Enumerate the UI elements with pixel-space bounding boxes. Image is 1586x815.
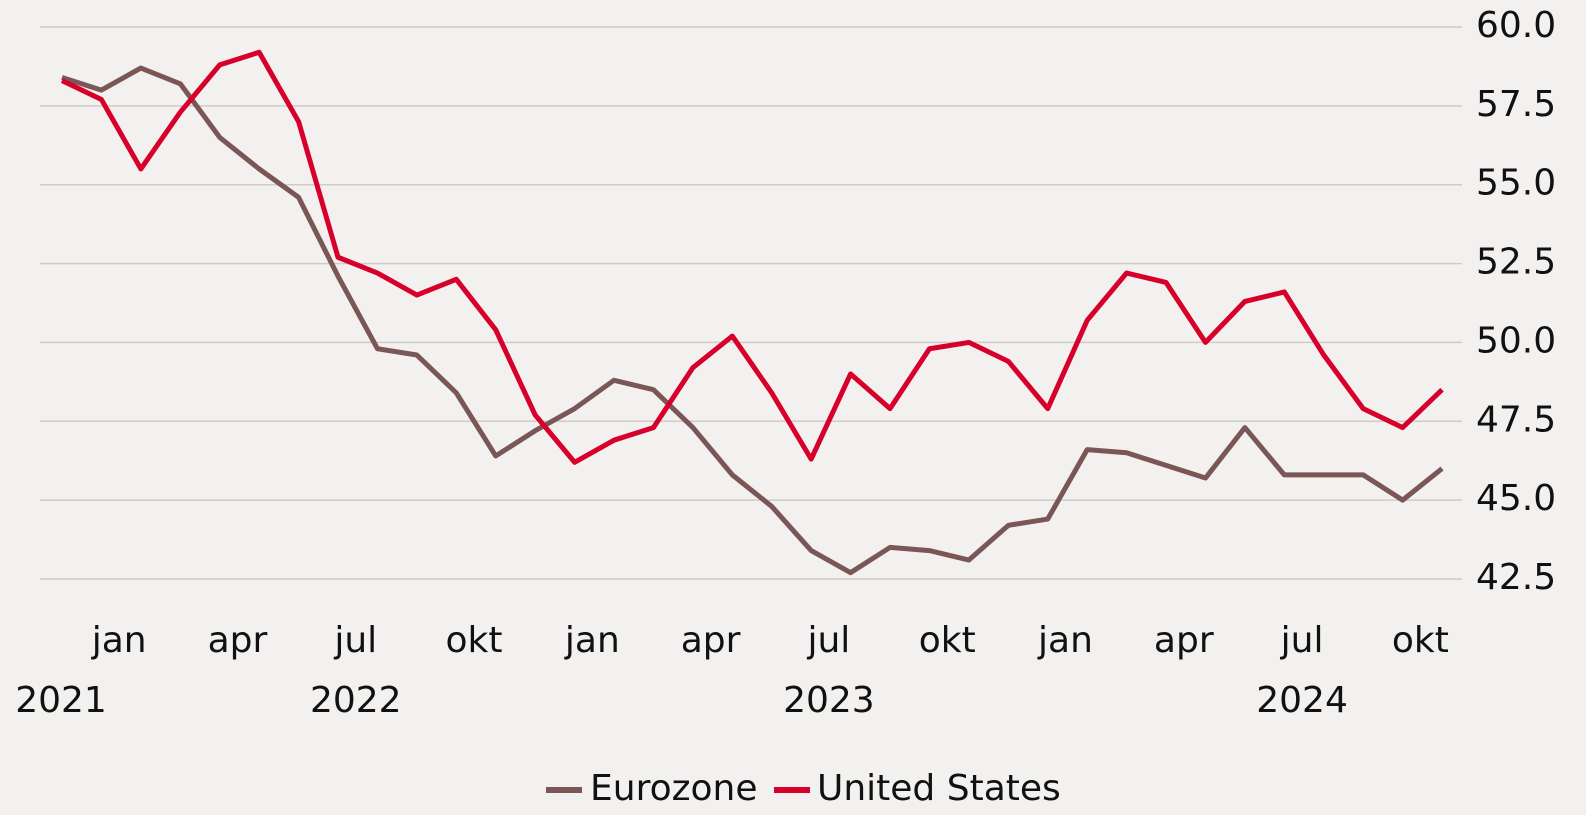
y-tick-label: 52.5 <box>1476 242 1556 283</box>
x-tick-label: jul <box>1280 620 1324 661</box>
y-tick-label: 50.0 <box>1476 320 1556 361</box>
year-label: 2024 <box>1256 680 1348 721</box>
y-tick-label: 42.5 <box>1476 557 1556 598</box>
x-tick-label: okt <box>1392 620 1449 661</box>
y-tick-label: 60.0 <box>1476 5 1556 46</box>
y-tick-label: 45.0 <box>1476 478 1556 519</box>
y-tick-label: 55.0 <box>1476 163 1556 204</box>
x-tick-label: jan <box>564 620 620 661</box>
y-tick-label: 47.5 <box>1476 399 1556 440</box>
year-label: 2021 <box>15 680 107 721</box>
x-tick-label: okt <box>446 620 503 661</box>
year-label: 2022 <box>310 680 402 721</box>
series-line <box>61 65 1444 576</box>
legend-label: United States <box>817 768 1061 809</box>
x-tick-label: jan <box>91 620 147 661</box>
x-tick-label: apr <box>681 620 741 661</box>
x-tick-label: apr <box>208 620 268 661</box>
x-tick-label: apr <box>1154 620 1214 661</box>
year-label: 2023 <box>783 680 875 721</box>
x-tick-label: jul <box>333 620 377 661</box>
series-line <box>60 49 1444 465</box>
y-tick-label: 57.5 <box>1476 84 1556 125</box>
x-tick-label: jul <box>806 620 850 661</box>
x-tick-label: jan <box>1037 620 1093 661</box>
legend-label: Eurozone <box>590 768 757 809</box>
x-tick-label: okt <box>919 620 976 661</box>
